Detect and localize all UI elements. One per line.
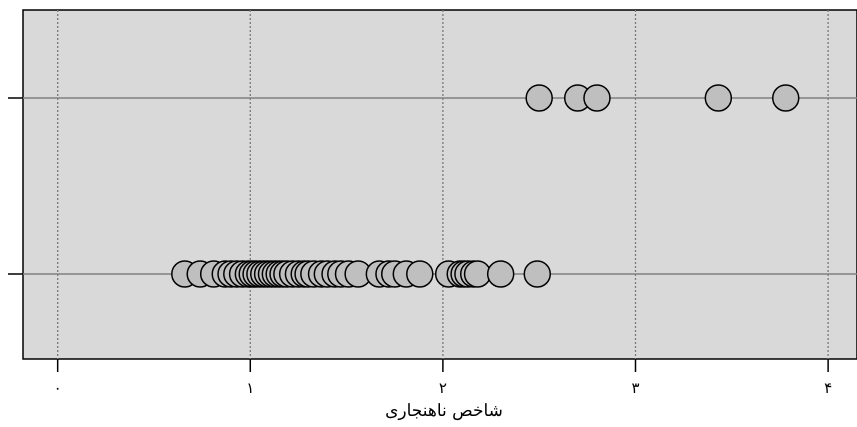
x-tick-label: ۱ (246, 379, 254, 397)
x-tick-label: ۲ (439, 379, 447, 397)
data-point (704, 84, 733, 112)
data-point (463, 260, 492, 288)
data-point (771, 84, 800, 112)
x-axis: ۰ ۱ ۲ ۳ ۴ (54, 359, 832, 397)
x-tick-label: ۳ (631, 379, 639, 397)
x-axis-title: شاخص ناهنجاری (385, 401, 503, 421)
data-point (406, 260, 434, 288)
data-point (523, 260, 552, 288)
data-point (525, 84, 553, 112)
y-axis-ticks (8, 97, 23, 275)
x-tick-label: ۰ (54, 379, 62, 397)
plot-area (22, 9, 857, 360)
x-tick-label: ۴ (824, 379, 832, 397)
data-points (171, 84, 800, 288)
data-point (583, 84, 611, 112)
data-point (486, 260, 515, 288)
